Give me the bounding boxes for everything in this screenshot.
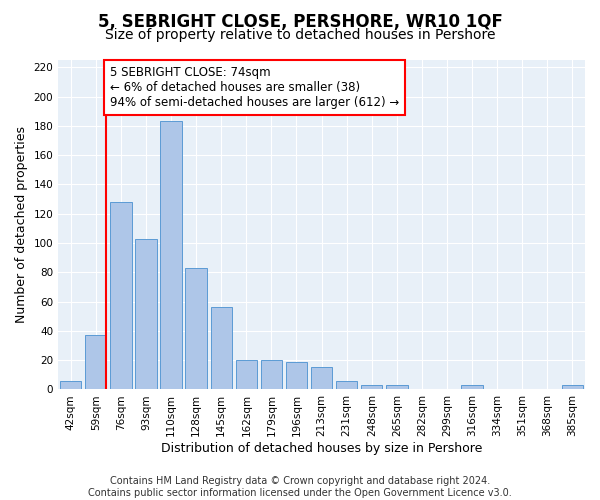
- Bar: [461, 385, 483, 390]
- Bar: [60, 380, 82, 390]
- Bar: [136, 238, 157, 390]
- Bar: [211, 308, 232, 390]
- Bar: [361, 385, 382, 390]
- Bar: [85, 336, 106, 390]
- Text: Size of property relative to detached houses in Pershore: Size of property relative to detached ho…: [105, 28, 495, 42]
- Bar: [110, 202, 131, 390]
- Bar: [185, 268, 207, 390]
- Bar: [261, 360, 282, 390]
- Bar: [336, 380, 358, 390]
- Bar: [562, 385, 583, 390]
- Text: 5, SEBRIGHT CLOSE, PERSHORE, WR10 1QF: 5, SEBRIGHT CLOSE, PERSHORE, WR10 1QF: [98, 12, 502, 30]
- X-axis label: Distribution of detached houses by size in Pershore: Distribution of detached houses by size …: [161, 442, 482, 455]
- Text: 5 SEBRIGHT CLOSE: 74sqm
← 6% of detached houses are smaller (38)
94% of semi-det: 5 SEBRIGHT CLOSE: 74sqm ← 6% of detached…: [110, 66, 400, 109]
- Bar: [236, 360, 257, 390]
- Bar: [311, 368, 332, 390]
- Bar: [286, 362, 307, 390]
- Bar: [386, 385, 407, 390]
- Y-axis label: Number of detached properties: Number of detached properties: [15, 126, 28, 323]
- Bar: [160, 122, 182, 390]
- Text: Contains HM Land Registry data © Crown copyright and database right 2024.
Contai: Contains HM Land Registry data © Crown c…: [88, 476, 512, 498]
